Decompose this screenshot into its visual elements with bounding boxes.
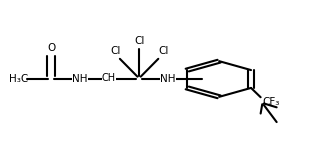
Text: NH: NH <box>72 74 88 84</box>
Text: Cl: Cl <box>134 36 144 46</box>
Text: NH: NH <box>160 74 176 84</box>
Text: H₃C: H₃C <box>9 74 29 84</box>
Text: Cl: Cl <box>158 46 168 56</box>
Text: O: O <box>47 43 55 53</box>
Text: CF₃: CF₃ <box>262 97 280 107</box>
Text: CH: CH <box>102 73 116 83</box>
Text: Cl: Cl <box>110 46 120 56</box>
